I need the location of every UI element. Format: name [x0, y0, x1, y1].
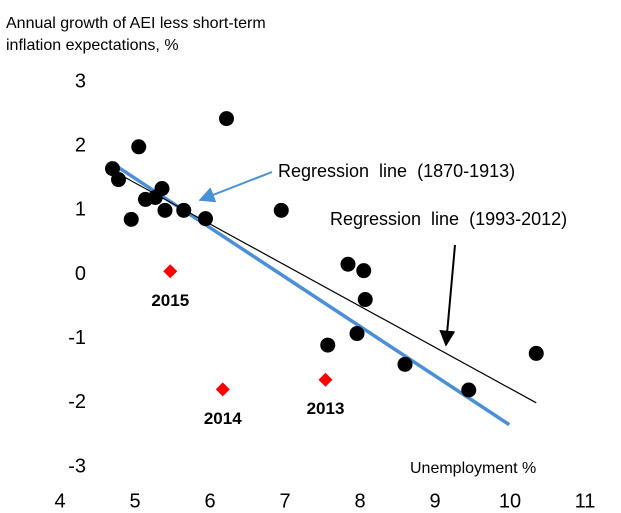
y-tick-label: 2: [75, 134, 86, 156]
arrow: [198, 171, 273, 203]
point: [123, 211, 139, 227]
x-tick-label: 9: [429, 490, 440, 512]
point-label: 2014: [204, 409, 242, 428]
x-tick-label: 5: [129, 490, 140, 512]
x-tick-label: 4: [54, 490, 65, 512]
point: [219, 111, 234, 127]
point: [176, 202, 192, 218]
x-axis-title: Unemployment %: [410, 460, 536, 477]
point: [273, 202, 289, 218]
point: [349, 326, 365, 342]
x-tick-label: 6: [204, 490, 215, 512]
diamond-point: [318, 372, 333, 387]
y-axis-title: inflation expectations, %: [6, 37, 179, 54]
y-tick-label: 3: [75, 70, 86, 92]
point: [320, 337, 336, 353]
y-axis-title: Annual growth of AEI less short-term: [6, 15, 266, 32]
point: [105, 161, 120, 177]
point: [157, 202, 173, 218]
point: [154, 181, 170, 197]
x-tick-label: 8: [354, 490, 365, 512]
x-tick-label: 7: [279, 490, 290, 512]
y-tick-label: -1: [68, 327, 86, 349]
point: [528, 345, 544, 361]
point-label: 2015: [151, 291, 189, 310]
x-tick-label: 11: [575, 490, 596, 512]
point-label: 2013: [307, 399, 345, 418]
point: [397, 356, 413, 372]
point: [340, 256, 356, 272]
x-tick-label: 10: [499, 490, 521, 512]
point: [198, 211, 213, 227]
point: [357, 292, 373, 308]
diamond-point: [163, 264, 178, 279]
y-tick-label: -2: [68, 391, 86, 413]
regression-line: [112, 170, 537, 404]
y-tick-label: -3: [68, 455, 86, 477]
point: [131, 139, 147, 155]
arrow: [439, 244, 456, 347]
diamond-point: [215, 382, 230, 397]
point: [356, 263, 372, 279]
point: [461, 382, 477, 398]
y-tick-label: 1: [75, 199, 86, 221]
line-label: Regression line (1993-2012): [330, 209, 567, 229]
point: [111, 172, 126, 188]
line-label: Regression line (1870-1913): [278, 161, 515, 181]
y-tick-label: 0: [75, 263, 86, 285]
